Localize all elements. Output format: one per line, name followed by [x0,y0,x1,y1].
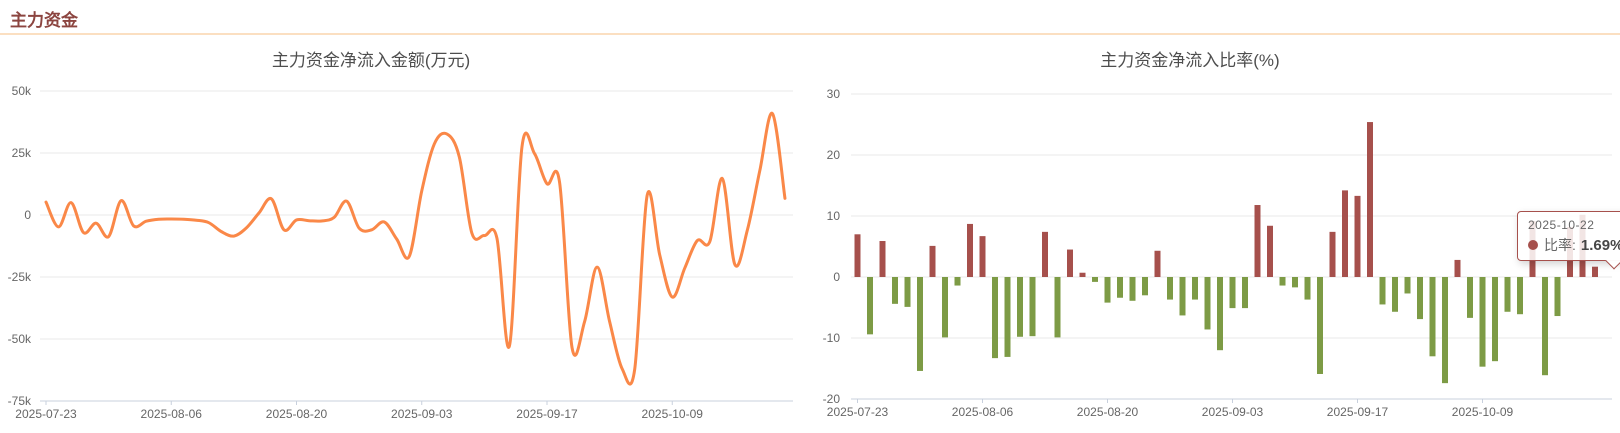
ratio-bar[interactable] [879,241,886,277]
ratio-bar[interactable] [1392,277,1398,312]
ratio-bar[interactable] [1429,277,1436,357]
x-axis-tick-label: 2025-10-09 [642,407,704,421]
x-axis-tick-label: 2025-08-20 [266,407,328,421]
x-axis-tick-label: 2025-09-03 [391,407,453,421]
series-marker-icon [1528,240,1538,250]
ratio-bar[interactable] [1167,277,1173,300]
ratio-bar[interactable] [1154,250,1161,277]
ratio-bar[interactable] [1592,266,1598,277]
section-title: 主力资金 [10,11,78,30]
left-chart-title: 主力资金净流入金额(万元) [271,51,471,70]
y-axis-tick-label: -25k [8,270,32,284]
tooltip-date: 2025-10-22 [1528,218,1595,232]
ratio-bar[interactable] [967,223,973,277]
ratio-bar[interactable] [1504,277,1511,312]
ratio-bar[interactable] [1304,277,1311,300]
y-axis-tick-label: -50k [8,332,32,346]
ratio-bar[interactable] [979,236,986,277]
ratio-bar[interactable] [1229,277,1236,309]
ratio-bar[interactable] [1342,190,1348,277]
ratio-bar[interactable] [1242,277,1248,309]
ratio-bar[interactable] [1454,259,1461,277]
y-axis-tick-label: 50k [12,84,32,98]
x-axis-tick-label: 2025-08-06 [141,407,203,421]
chart-tooltip: 2025-10-22 比率: 1.69% [1517,211,1620,269]
ratio-bar[interactable] [992,277,998,359]
section-header: 主力资金 [10,6,78,31]
tooltip-series-label: 比率: [1544,237,1576,253]
ratio-bar[interactable] [929,245,936,277]
ratio-bar[interactable] [1492,277,1498,362]
ratio-bar[interactable] [1479,277,1486,367]
ratio-bar[interactable] [1004,277,1011,357]
ratio-bar[interactable] [1117,277,1123,298]
ratio-bar[interactable] [1179,277,1186,316]
ratio-bar[interactable] [1404,277,1411,294]
ratio-bar[interactable] [1042,231,1048,277]
ratio-bar[interactable] [1367,122,1373,277]
ratio-bar[interactable] [1442,277,1448,384]
y-axis-tick-label: -10 [823,331,841,345]
y-axis-tick-label: 20 [827,148,841,162]
ratio-bar[interactable] [1079,272,1086,277]
ratio-bar[interactable] [1217,277,1223,351]
ratio-bar[interactable] [1204,277,1211,330]
ratio-bar[interactable] [1517,277,1523,315]
ratio-bar[interactable] [1054,277,1061,338]
y-axis-tick-label: 10 [827,209,841,223]
ratio-bar[interactable] [867,277,873,335]
ratio-bar[interactable] [1129,277,1136,301]
x-axis-tick-label: 2025-08-20 [1077,405,1139,419]
y-axis-tick-label: 25k [12,146,32,160]
ratio-bar[interactable] [1254,205,1261,277]
ratio-bar[interactable] [917,277,923,371]
tooltip-row: 比率: 1.69% [1528,235,1620,255]
ratio-bar[interactable] [1029,277,1036,337]
ratio-bar[interactable] [1067,249,1073,277]
y-axis-tick-label: -75k [8,394,32,408]
ratio-bar[interactable] [1417,277,1423,320]
right-chart-title: 主力资金净流入比率(%) [1100,51,1280,70]
x-axis-tick-label: 2025-07-23 [15,407,77,421]
ratio-bar[interactable] [1017,277,1023,337]
ratio-bar[interactable] [1192,277,1198,300]
x-axis-tick-label: 2025-10-09 [1452,405,1514,419]
x-axis-tick-label: 2025-07-23 [827,405,889,419]
ratio-bar[interactable] [1379,277,1386,305]
ratio-bar[interactable] [1092,277,1098,282]
ratio-bar[interactable] [954,277,961,286]
ratio-bar[interactable] [1292,277,1298,288]
ratio-bar[interactable] [942,277,948,338]
ratio-bar[interactable] [1317,277,1323,374]
ratio-bar[interactable] [1104,277,1111,303]
ratio-bar[interactable] [1142,277,1148,296]
y-axis-tick-label: 30 [827,87,841,101]
x-axis-tick-label: 2025-09-17 [516,407,578,421]
ratio-bar[interactable] [1279,277,1286,286]
section-divider [0,33,1620,35]
ratio-bar[interactable] [854,234,861,277]
ratio-bar[interactable] [892,277,898,304]
y-axis-tick-label: 0 [833,270,840,284]
ratio-bar[interactable] [1354,195,1361,277]
ratio-bar[interactable] [1467,277,1473,318]
net-inflow-line-series[interactable] [44,112,787,386]
y-axis-tick-label: 0 [24,208,31,222]
ratio-bar[interactable] [1542,277,1548,376]
tooltip-value: 1.69% [1580,236,1620,254]
ratio-bar[interactable] [1267,225,1273,277]
y-axis-tick-label: -20 [823,392,841,406]
ratio-bar[interactable] [1329,231,1336,277]
ratio-bar[interactable] [904,277,911,307]
ratio-bar[interactable] [1554,277,1561,317]
x-axis-tick-label: 2025-09-03 [1202,405,1264,419]
x-axis-tick-label: 2025-09-17 [1327,405,1389,419]
x-axis-tick-label: 2025-08-06 [952,405,1014,419]
